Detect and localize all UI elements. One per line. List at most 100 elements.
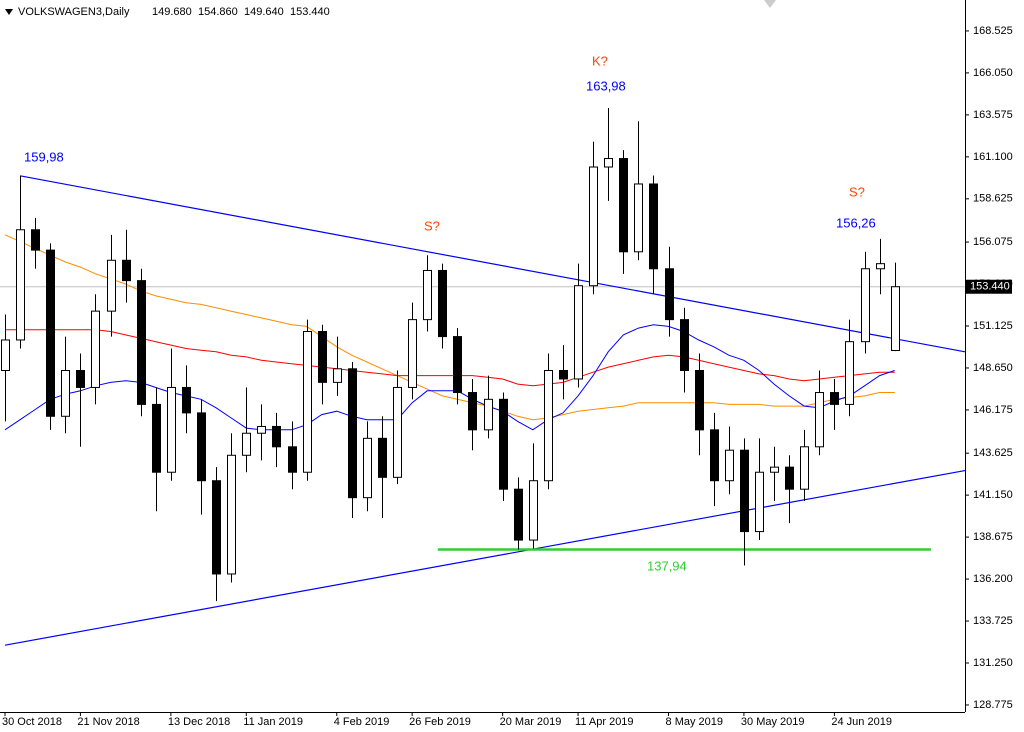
candle-body (378, 437, 387, 478)
candle-body (710, 429, 719, 482)
annotation: 159,98 (24, 149, 64, 164)
candle-body (725, 449, 734, 482)
y-tick-label: 138.675 (973, 531, 1013, 543)
candle-body (665, 268, 674, 321)
y-tick-label: 161.100 (973, 151, 1013, 163)
x-tick-label: 24 Jun 2019 (831, 716, 892, 728)
candle-body (861, 268, 870, 343)
candle-body (845, 341, 854, 405)
candle-body (695, 369, 704, 431)
candle-body (770, 466, 779, 473)
candle-body (514, 488, 523, 541)
x-tick-label: 20 Mar 2019 (500, 716, 562, 728)
candle-body (272, 425, 281, 448)
candle-body (107, 259, 116, 312)
chart-title: VOLKSWAGEN3,Daily (18, 6, 130, 18)
y-tick-label: 141.150 (973, 489, 1013, 501)
candle-body (303, 330, 312, 473)
candle-body (393, 386, 402, 478)
moving-average (4, 234, 895, 421)
y-tick-label: 158.625 (973, 193, 1013, 205)
candle-body (363, 437, 372, 499)
candle-body (800, 446, 809, 490)
candle-body (544, 369, 553, 482)
annotation: S? (849, 184, 865, 199)
trendline (19, 175, 966, 353)
moving-average (5, 329, 895, 387)
header-value: 153.440 (290, 6, 330, 18)
candle-body (1, 339, 10, 371)
menu-triangle (5, 9, 13, 15)
candle-body (31, 229, 40, 251)
moving-average (4, 324, 895, 431)
candle-body (484, 398, 493, 431)
candle-body (755, 471, 764, 533)
candle-body (167, 386, 176, 473)
candle-body (468, 392, 477, 431)
y-tick-label: 136.200 (973, 573, 1013, 585)
candle-body (453, 336, 462, 394)
x-tick-label: 4 Feb 2019 (334, 716, 390, 728)
candle-body (288, 446, 297, 473)
candle-body (604, 158, 613, 168)
candle-body (227, 454, 236, 575)
x-tick-label: 26 Feb 2019 (409, 716, 471, 728)
header-value: 149.640 (244, 6, 284, 18)
candle-body (76, 369, 85, 388)
current-price-label: 153.440 (970, 281, 1010, 293)
x-tick-label: 11 Apr 2019 (575, 716, 634, 728)
candle-body (197, 412, 206, 482)
candle-body (122, 259, 131, 282)
candle-body (499, 398, 508, 490)
candle-body (876, 263, 885, 270)
x-tick-label: 8 May 2019 (666, 716, 723, 728)
y-tick-label: 148.650 (973, 362, 1013, 374)
candle-body (680, 319, 689, 371)
annotation: 156,26 (836, 215, 876, 230)
candle-body (257, 425, 266, 434)
candle-body (408, 319, 417, 388)
y-tick-label: 168.525 (973, 25, 1013, 37)
candle-body (619, 158, 628, 253)
candle-body (634, 183, 643, 253)
candle-body (46, 249, 55, 417)
candle-body (830, 392, 839, 405)
candle-body (529, 480, 538, 541)
candle-body (574, 285, 583, 380)
candle-body (212, 480, 221, 575)
candle-body (318, 330, 327, 383)
plot-area (0, 108, 966, 646)
candle-body (559, 369, 568, 380)
candle-body (891, 286, 900, 351)
y-tick-label: 146.175 (973, 404, 1013, 416)
candle-body (589, 166, 598, 287)
y-tick-label: 166.050 (973, 67, 1013, 79)
candle-body (785, 466, 794, 490)
candle-body (348, 368, 357, 499)
candle-body (333, 368, 342, 383)
candle-body (242, 432, 251, 456)
annotation: S? (424, 218, 440, 233)
y-tick-label: 128.775 (973, 699, 1013, 711)
candle-body (137, 280, 146, 405)
candle-body (91, 310, 100, 388)
shift-marker (764, 0, 776, 8)
y-tick-label: 151.125 (973, 320, 1013, 332)
header-value: 149.680 (152, 6, 192, 18)
x-tick-label: 30 Oct 2018 (2, 716, 62, 728)
candle-body (423, 269, 432, 321)
x-tick-label: 13 Dec 2018 (168, 716, 230, 728)
candle-body (16, 229, 25, 341)
x-tick-label: 11 Jan 2019 (243, 716, 303, 728)
y-tick-label: 163.575 (973, 109, 1013, 121)
candle-body (740, 449, 749, 533)
x-tick-label: 30 May 2019 (741, 716, 805, 728)
candle-body (61, 369, 70, 417)
current-price-tag (966, 279, 1012, 294)
annotation: K? (592, 53, 608, 68)
y-tick-label: 133.725 (973, 615, 1013, 627)
candle-body (649, 183, 658, 270)
candle-body (152, 403, 161, 473)
